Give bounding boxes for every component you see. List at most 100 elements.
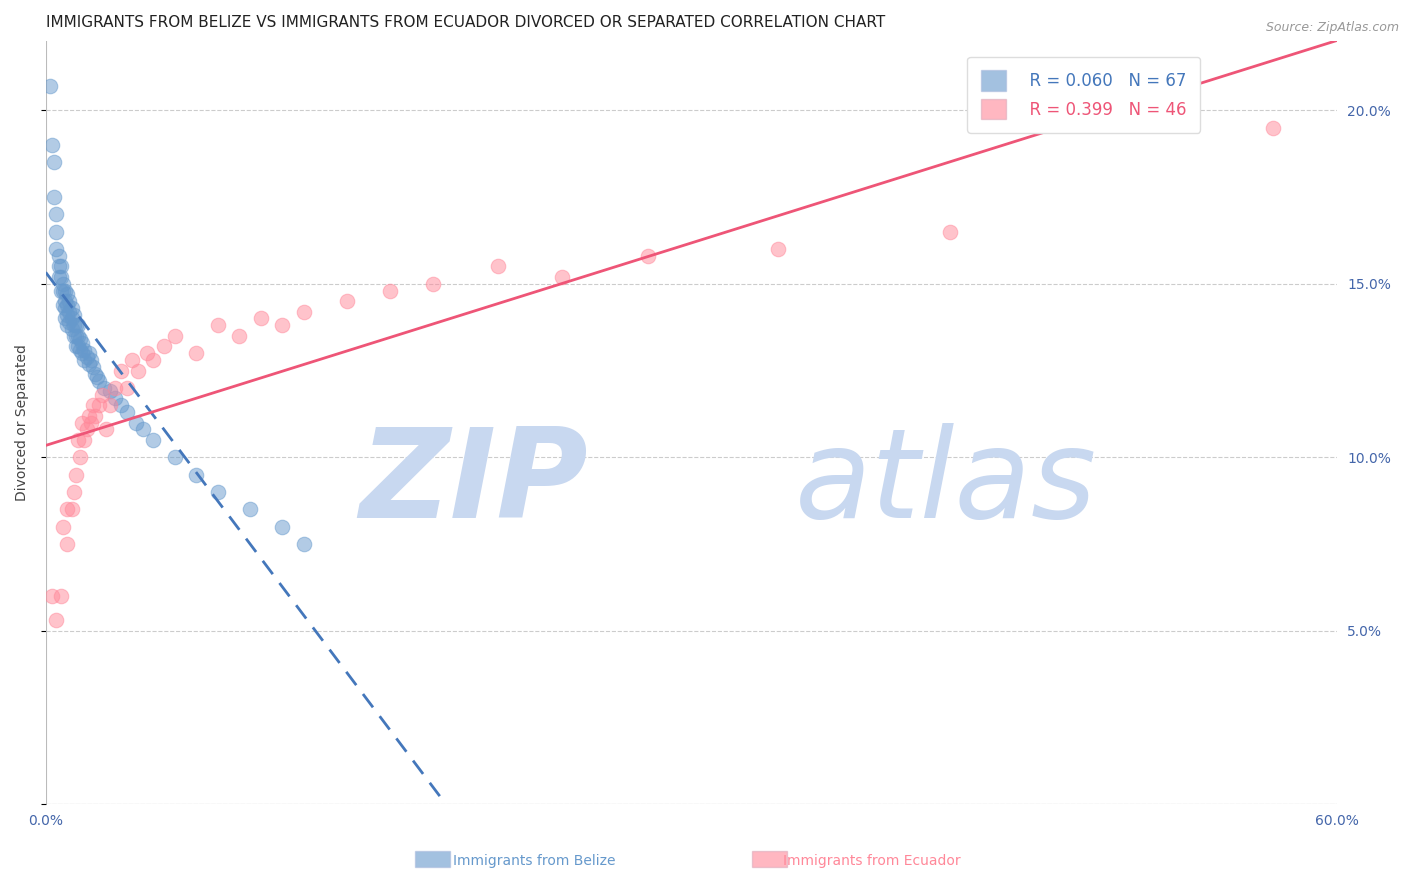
Point — [66, 328, 89, 343]
Point — [292, 537, 315, 551]
Legend:   R = 0.060   N = 67,   R = 0.399   N = 46: R = 0.060 N = 67, R = 0.399 N = 46 — [967, 57, 1199, 133]
Point — [49, 269, 72, 284]
Point — [163, 450, 186, 465]
Point — [53, 294, 76, 309]
Point — [69, 332, 91, 346]
Point — [82, 398, 104, 412]
Point — [60, 502, 83, 516]
Point — [103, 381, 125, 395]
Point — [73, 353, 96, 368]
Point — [65, 328, 87, 343]
Point — [378, 284, 401, 298]
Point — [45, 225, 67, 239]
Point — [77, 357, 100, 371]
Point — [58, 294, 80, 309]
Point — [52, 519, 75, 533]
Point — [45, 207, 67, 221]
Point — [89, 398, 111, 412]
Point — [44, 155, 66, 169]
Point — [56, 308, 79, 322]
Point — [73, 343, 96, 357]
Point — [637, 249, 659, 263]
Point — [45, 613, 67, 627]
Point — [52, 284, 75, 298]
Point — [93, 381, 115, 395]
Point — [48, 260, 70, 274]
Point — [422, 277, 444, 291]
Point — [41, 138, 63, 153]
Point — [53, 301, 76, 315]
Point — [207, 318, 229, 333]
Point — [207, 485, 229, 500]
Point — [86, 370, 108, 384]
Point — [72, 335, 94, 350]
Point — [135, 346, 157, 360]
Point — [56, 297, 79, 311]
Point — [62, 308, 84, 322]
Point — [271, 318, 294, 333]
Point — [58, 315, 80, 329]
Point — [292, 304, 315, 318]
Point — [110, 398, 132, 412]
Point — [186, 346, 208, 360]
Point — [271, 519, 294, 533]
Point — [80, 416, 103, 430]
Point — [73, 433, 96, 447]
Point — [39, 78, 62, 93]
Point — [228, 328, 250, 343]
Point — [45, 242, 67, 256]
Point — [60, 311, 83, 326]
Text: IMMIGRANTS FROM BELIZE VS IMMIGRANTS FROM ECUADOR DIVORCED OR SEPARATED CORRELAT: IMMIGRANTS FROM BELIZE VS IMMIGRANTS FRO… — [45, 15, 884, 30]
Point — [56, 318, 79, 333]
Point — [69, 343, 91, 357]
Point — [76, 350, 98, 364]
Point — [336, 294, 359, 309]
Point — [163, 328, 186, 343]
Point — [52, 297, 75, 311]
Point — [53, 284, 76, 298]
Point — [766, 242, 789, 256]
Point — [62, 318, 84, 333]
Point — [65, 339, 87, 353]
Point — [82, 359, 104, 374]
Text: ZIP: ZIP — [360, 423, 588, 544]
Point — [56, 502, 79, 516]
Point — [121, 353, 143, 368]
Point — [58, 304, 80, 318]
Point — [80, 353, 103, 368]
Point — [125, 416, 148, 430]
Point — [239, 502, 262, 516]
Point — [56, 287, 79, 301]
Point — [66, 433, 89, 447]
Point — [49, 284, 72, 298]
Point — [84, 409, 107, 423]
Point — [110, 363, 132, 377]
Point — [60, 322, 83, 336]
Point — [65, 467, 87, 482]
Point — [94, 422, 117, 436]
Point — [62, 328, 84, 343]
Point — [131, 422, 153, 436]
Text: atlas: atlas — [794, 423, 1097, 544]
Point — [66, 339, 89, 353]
Point — [551, 269, 574, 284]
Point — [56, 537, 79, 551]
Point — [72, 346, 94, 360]
Text: Source: ZipAtlas.com: Source: ZipAtlas.com — [1265, 21, 1399, 34]
Point — [98, 384, 121, 399]
Point — [84, 367, 107, 381]
Point — [117, 405, 139, 419]
Point — [98, 398, 121, 412]
Point — [41, 589, 63, 603]
Point — [127, 363, 149, 377]
Point — [939, 225, 962, 239]
Point — [90, 388, 112, 402]
Point — [66, 318, 89, 333]
Point — [62, 485, 84, 500]
Point — [142, 353, 165, 368]
Point — [72, 416, 94, 430]
Point — [486, 260, 509, 274]
Point — [48, 269, 70, 284]
Point — [117, 381, 139, 395]
Point — [89, 374, 111, 388]
